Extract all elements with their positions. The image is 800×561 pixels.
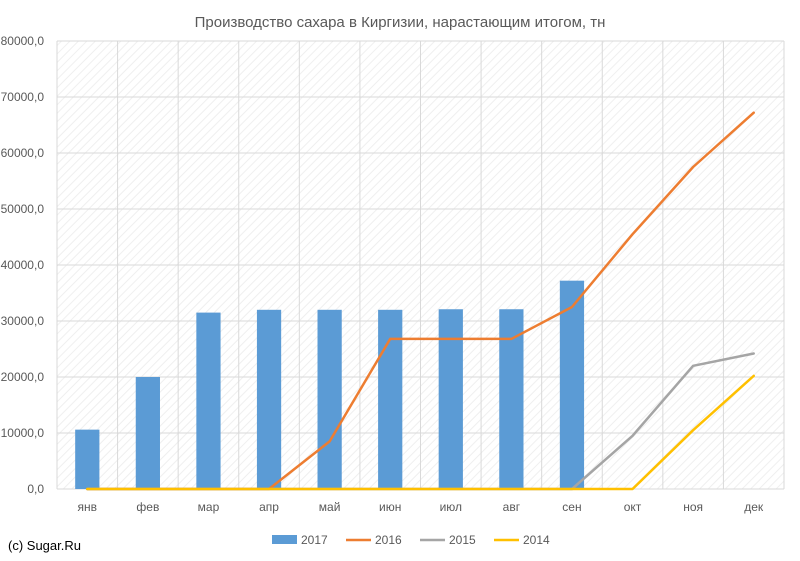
x-tick-label: авг (503, 500, 521, 514)
bar-2017-авг (499, 309, 524, 489)
x-tick-label: ноя (683, 500, 703, 514)
legend-label-2015: 2015 (449, 533, 476, 547)
legend-label-2014: 2014 (523, 533, 550, 547)
x-tick-label: май (319, 500, 341, 514)
legend-label-2016: 2016 (375, 533, 402, 547)
grid-lines (56, 40, 785, 490)
y-axis-ticks: 0,0 10000,0 20000,0 30000,0 40000,0 50000,0 60… (1, 34, 45, 496)
x-axis-ticks: янв фев мар апр май июн июл авг сен окт ноя дек (78, 500, 764, 514)
y-tick-label: 50000,0 (1, 202, 45, 216)
legend-label-2017: 2017 (301, 533, 328, 547)
x-tick-label: дек (744, 500, 764, 514)
y-tick-label: 70000,0 (1, 90, 45, 104)
bar-2017-мар (196, 312, 221, 489)
x-tick-label: июл (440, 500, 462, 514)
y-tick-label: 60000,0 (1, 146, 45, 160)
legend: 2017 2016 2015 2014 (272, 533, 550, 547)
bar-2017-июл (438, 309, 463, 489)
x-tick-label: июн (379, 500, 401, 514)
legend-swatch-2017 (272, 535, 297, 544)
credit-text: (c) Sugar.Ru (8, 538, 81, 553)
y-tick-label: 0,0 (27, 482, 44, 496)
x-tick-label: окт (624, 500, 642, 514)
line-series-2014 (86, 374, 755, 491)
bar-2017-сен (559, 280, 585, 489)
y-tick-label: 10000,0 (1, 426, 45, 440)
bars (75, 280, 585, 489)
x-tick-label: янв (78, 500, 98, 514)
chart-title: Производство сахара в Киргизии, нарастаю… (195, 14, 606, 31)
x-tick-label: мар (198, 500, 220, 514)
bar-2017-апр (256, 309, 282, 489)
x-tick-label: фев (136, 500, 159, 514)
x-tick-label: апр (259, 500, 279, 514)
x-tick-label: сен (562, 500, 581, 514)
bar-2017-май (317, 309, 342, 489)
bar-2017-фев (135, 377, 160, 489)
bar-2017-июн (378, 309, 403, 489)
y-tick-label: 80000,0 (1, 34, 45, 48)
y-tick-label: 20000,0 (1, 370, 45, 384)
bar-2017-янв (75, 429, 100, 489)
series-lines (86, 111, 755, 491)
y-tick-label: 30000,0 (1, 314, 45, 328)
y-tick-label: 40000,0 (1, 258, 45, 272)
